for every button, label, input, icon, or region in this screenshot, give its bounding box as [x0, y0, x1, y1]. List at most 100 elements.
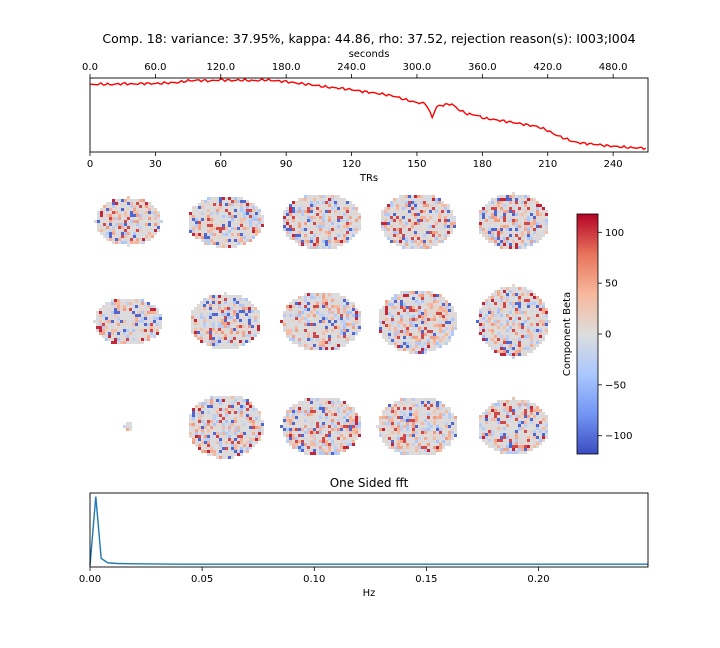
voxel [105, 326, 108, 329]
voxel [545, 314, 548, 317]
voxel [349, 425, 352, 428]
voxel [310, 204, 313, 207]
voxel [151, 232, 154, 235]
voxel [325, 323, 328, 326]
voxel [222, 438, 225, 441]
voxel [343, 329, 346, 332]
voxel [257, 328, 260, 331]
voxel [417, 201, 420, 204]
voxel [497, 305, 500, 308]
voxel [225, 426, 228, 429]
voxel [135, 311, 138, 314]
voxel [295, 231, 298, 234]
voxel [258, 432, 261, 435]
voxel [503, 353, 506, 356]
voxel [346, 440, 349, 443]
voxel [536, 302, 539, 305]
voxel [298, 204, 301, 207]
voxel [313, 320, 316, 323]
voxel [316, 440, 319, 443]
voxel [527, 347, 530, 350]
voxel [233, 322, 236, 325]
voxel [346, 329, 349, 332]
voxel [418, 291, 421, 294]
voxel [222, 456, 225, 459]
voxel [424, 327, 427, 330]
voxel [103, 229, 106, 232]
voxel [349, 320, 352, 323]
voxel [192, 215, 195, 218]
voxel [411, 222, 414, 225]
voxel [349, 228, 352, 231]
voxel [99, 326, 102, 329]
voxel [240, 215, 243, 218]
voxel [221, 316, 224, 319]
voxel [216, 420, 219, 423]
voxel [352, 216, 355, 219]
voxel [343, 407, 346, 410]
voxel [289, 213, 292, 216]
voxel [301, 204, 304, 207]
voxel [203, 325, 206, 328]
voxel [255, 417, 258, 420]
voxel [394, 407, 397, 410]
voxel [322, 338, 325, 341]
voxel [319, 198, 322, 201]
voxel [316, 410, 319, 413]
voxel [304, 234, 307, 237]
voxel [334, 419, 337, 422]
voxel [488, 201, 491, 204]
voxel [414, 195, 417, 198]
voxel [135, 332, 138, 335]
voxel [215, 316, 218, 319]
voxel [515, 403, 518, 406]
voxel [221, 322, 224, 325]
voxel [322, 213, 325, 216]
voxel [99, 320, 102, 323]
voxel [403, 333, 406, 336]
voxel [485, 210, 488, 213]
voxel [503, 329, 506, 332]
voxel [325, 302, 328, 305]
voxel [488, 225, 491, 228]
voxel [255, 221, 258, 224]
voxel [412, 324, 415, 327]
voxel [340, 341, 343, 344]
voxel [438, 234, 441, 237]
voxel [216, 197, 219, 200]
voxel [331, 293, 334, 296]
voxel [515, 400, 518, 403]
voxel [515, 353, 518, 356]
voxel [355, 213, 358, 216]
voxel [509, 308, 512, 311]
voxel [216, 224, 219, 227]
voxel [448, 330, 451, 333]
voxel [503, 204, 506, 207]
voxel [328, 219, 331, 222]
voxel [424, 321, 427, 324]
voxel [533, 228, 536, 231]
voxel [355, 329, 358, 332]
voxel [403, 339, 406, 342]
voxel [114, 305, 117, 308]
voxel [421, 431, 424, 434]
voxel [349, 207, 352, 210]
voxel [242, 340, 245, 343]
voxel [106, 235, 109, 238]
voxel [445, 342, 448, 345]
voxel [433, 294, 436, 297]
voxel [111, 311, 114, 314]
voxel [331, 210, 334, 213]
voxel [328, 320, 331, 323]
voxel [385, 303, 388, 306]
voxel [430, 306, 433, 309]
voxel [148, 211, 151, 214]
voxel [441, 234, 444, 237]
voxel [420, 228, 423, 231]
voxel [424, 303, 427, 306]
voxel [234, 224, 237, 227]
voxel [224, 298, 227, 301]
voxel [376, 425, 379, 428]
voxel [430, 297, 433, 300]
voxel [322, 452, 325, 455]
